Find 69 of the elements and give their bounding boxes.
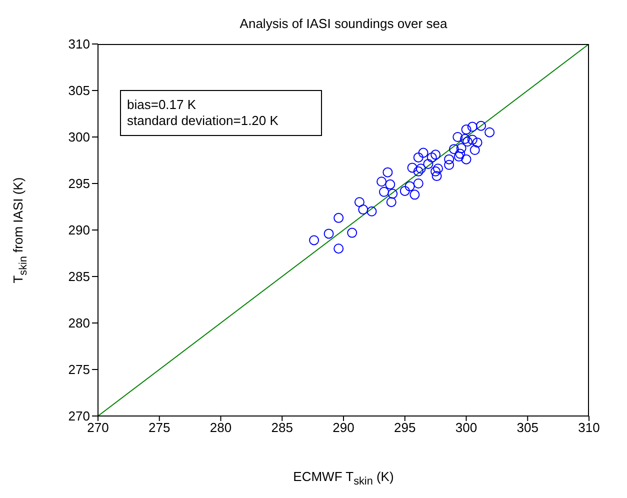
- point: [452, 132, 463, 142]
- point: [462, 136, 472, 147]
- point: [432, 171, 442, 182]
- x-tick-label: 285: [271, 420, 293, 436]
- x-tick-label: 280: [210, 420, 232, 436]
- chart-title: Analysis of IASI soundings over sea: [238, 16, 448, 31]
- y-tick-label: 275: [68, 362, 90, 378]
- point: [423, 158, 434, 169]
- x-tick-label: 290: [332, 420, 354, 436]
- point: [430, 150, 441, 160]
- point: [467, 134, 478, 145]
- x-axis-title: ECMWF T$_{skin}$ (K): [292, 469, 395, 488]
- point: [410, 190, 420, 200]
- point: [416, 164, 426, 174]
- point: [334, 212, 344, 223]
- point: [455, 148, 466, 159]
- point: [413, 152, 424, 162]
- point: [400, 186, 410, 196]
- point: [347, 228, 358, 238]
- y-tick-label: 310: [68, 36, 90, 52]
- y-tick-label: 300: [68, 130, 90, 145]
- point: [334, 244, 344, 254]
- point: [354, 197, 364, 208]
- point: [379, 186, 390, 197]
- y-tick-label: 285: [68, 269, 90, 284]
- y-tick-label: 290: [68, 222, 90, 238]
- point: [430, 166, 441, 176]
- point: [460, 134, 470, 144]
- y-tick-label: 295: [68, 176, 90, 192]
- point: [324, 228, 334, 239]
- x-tick-label: 270: [87, 420, 109, 436]
- point: [448, 144, 459, 154]
- y-tick-label: 305: [68, 83, 90, 98]
- text-box: bias=0.17 K standard deviation=1.20 K: [120, 90, 322, 136]
- point: [404, 181, 415, 192]
- point: [454, 152, 464, 162]
- point: [461, 154, 472, 164]
- point: [413, 178, 424, 188]
- point: [413, 166, 424, 176]
- point: [385, 179, 396, 190]
- x-tick-label: 300: [455, 420, 478, 436]
- point: [366, 206, 377, 216]
- x-tick-label: 305: [516, 420, 538, 436]
- point: [476, 120, 486, 131]
- annotation: bias=0.17 K: [127, 97, 198, 113]
- x-tick-label: 275: [148, 420, 170, 436]
- x-tick-label: 295: [394, 420, 416, 436]
- point: [470, 145, 480, 156]
- point: [461, 124, 472, 135]
- point: [309, 235, 320, 246]
- point: [426, 152, 437, 162]
- point: [456, 143, 466, 154]
- x-tick-label: 310: [578, 420, 600, 436]
- point: [382, 167, 393, 178]
- point: [484, 127, 495, 138]
- point: [472, 138, 482, 148]
- point: [388, 188, 398, 199]
- y-tick-label: 270: [68, 408, 90, 424]
- point: [433, 164, 444, 174]
- annotation: standard deviation=1.20 K: [127, 113, 280, 129]
- point: [444, 154, 454, 164]
- point: [358, 204, 368, 215]
- point: [467, 122, 478, 132]
- point: [407, 162, 418, 173]
- y-tick-label: 280: [68, 316, 90, 331]
- point: [418, 148, 428, 158]
- point: [444, 160, 454, 170]
- point: [386, 197, 396, 208]
- point: [376, 176, 387, 187]
